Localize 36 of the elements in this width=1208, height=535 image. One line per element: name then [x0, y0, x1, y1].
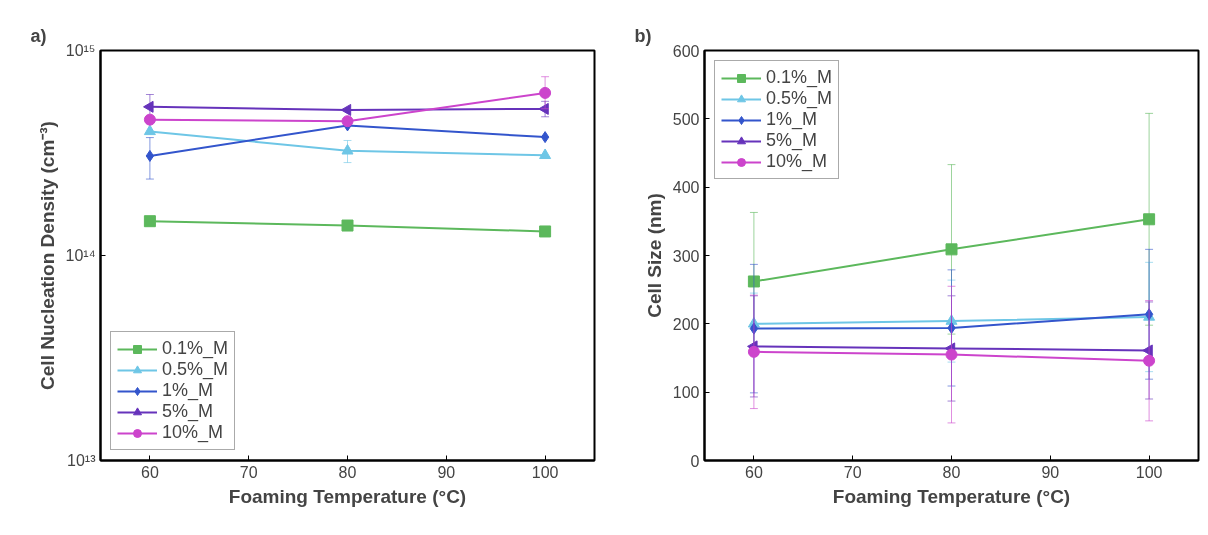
y-tick-label: 10¹⁵	[65, 42, 96, 59]
x-tick-label: 60	[141, 463, 159, 481]
x-axis-title: Foaming Temperature (°C)	[228, 485, 467, 507]
chart-title: a)	[30, 25, 47, 46]
legend-label: 5%_M	[766, 130, 818, 151]
legend-label: 0.1%_M	[766, 67, 833, 88]
legend-label: 0.5%_M	[766, 88, 833, 109]
x-axis-title: Foaming Temperature (°C)	[832, 485, 1071, 507]
y-tick-label: 300	[672, 247, 700, 265]
x-tick-label: 100	[1135, 463, 1163, 481]
x-tick-label: 70	[239, 463, 258, 481]
x-tick-label: 90	[437, 463, 456, 481]
x-tick-label: 80	[338, 463, 357, 481]
legend-label: 10%_M	[766, 151, 828, 172]
legend-label: 5%_M	[162, 401, 214, 422]
legend-label: 10%_M	[162, 422, 224, 443]
y-tick-label: 100	[672, 384, 700, 402]
y-tick-label: 500	[672, 110, 700, 128]
y-tick-label: 600	[672, 42, 700, 60]
legend-label: 1%_M	[162, 380, 214, 401]
y-axis-title: Cell Nucleation Density (cm⁻³)	[36, 121, 58, 390]
y-tick-label: 200	[672, 315, 700, 333]
y-tick-label: 10¹⁴	[65, 247, 96, 264]
legend-label: 1%_M	[766, 109, 818, 130]
x-tick-label: 60	[745, 463, 763, 481]
x-tick-label: 70	[843, 463, 862, 481]
x-tick-label: 100	[531, 463, 559, 481]
y-axis-title: Cell Size (nm)	[643, 193, 665, 318]
y-tick-label: 10¹³	[67, 452, 97, 469]
y-tick-label: 400	[672, 179, 700, 197]
y-tick-label: 0	[690, 452, 700, 470]
x-tick-label: 90	[1041, 463, 1060, 481]
chart-title: b)	[634, 25, 652, 46]
x-tick-label: 80	[942, 463, 961, 481]
legend-label: 0.5%_M	[162, 359, 229, 380]
legend-label: 0.1%_M	[162, 338, 229, 359]
